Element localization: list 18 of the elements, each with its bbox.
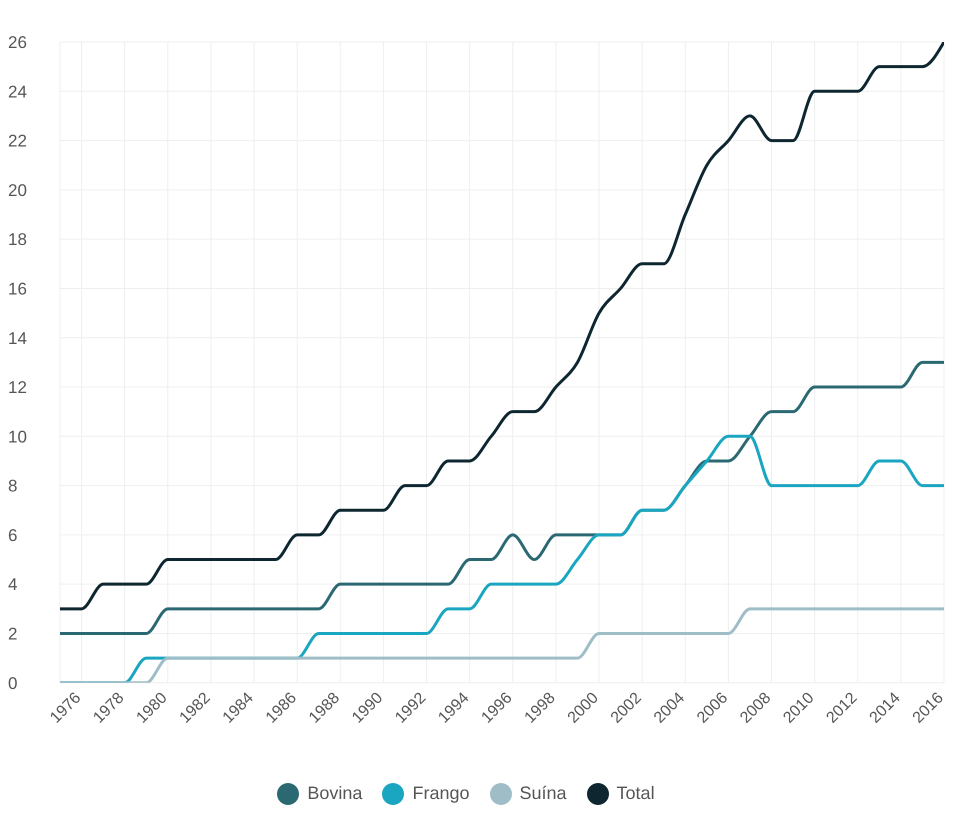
y-tick-label: 10 (8, 427, 27, 446)
y-tick-label: 12 (8, 378, 27, 398)
legend-label: Bovina (307, 782, 362, 803)
y-tick-label: 16 (8, 279, 27, 298)
y-tick-label: 4 (8, 575, 18, 594)
legend-label: Total (616, 782, 655, 803)
y-tick-label: 2 (8, 624, 18, 644)
y-tick-label: 18 (8, 230, 27, 250)
y-tick-label: 6 (8, 526, 18, 545)
y-tick-label: 22 (8, 132, 27, 151)
y-tick-label: 8 (8, 476, 18, 496)
y-tick-label: 20 (8, 180, 27, 200)
legend-label: Frango (412, 782, 470, 803)
y-tick-label: 26 (8, 33, 27, 52)
y-tick-label: 24 (8, 82, 27, 102)
legend-label: Suína (520, 782, 567, 803)
y-tick-label: 14 (8, 328, 27, 348)
y-tick-label: 0 (8, 674, 18, 693)
